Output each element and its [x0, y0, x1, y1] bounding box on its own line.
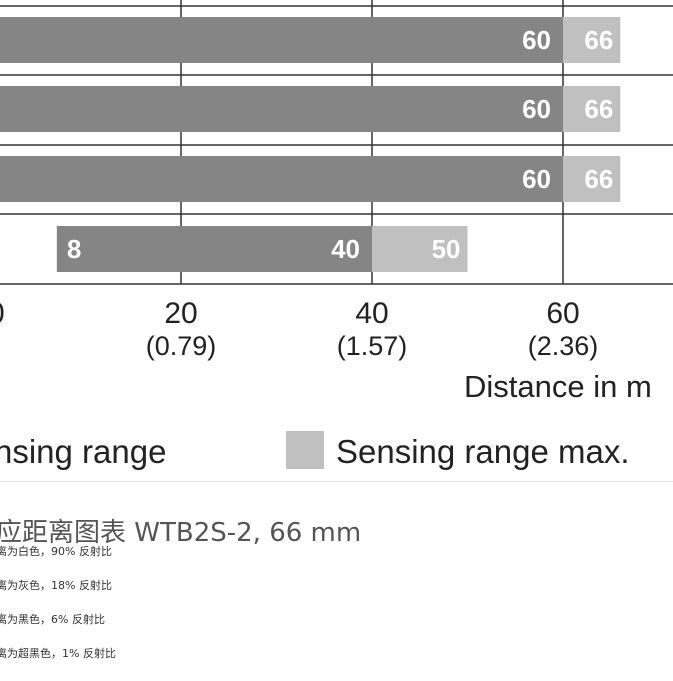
- bar-max-label-4: 66: [584, 94, 613, 124]
- chart-legend: nsing range Sensing range max.: [0, 431, 630, 470]
- bar-range-8: [56, 226, 372, 272]
- legend-label-sensing-range-max: Sensing range max.: [336, 433, 630, 470]
- x-axis-ticks: 20(0.79) 40(1.57) 60(2.36): [146, 297, 599, 361]
- bar-max-8: [372, 226, 468, 272]
- bar-range-5: [0, 156, 564, 202]
- sensing-range-chart: 36066460665606684050 20(0.79)40(1.57)60(…: [0, 0, 673, 470]
- note-white: 离为白色，90% 反射比: [0, 545, 112, 558]
- bar-max-4: [563, 86, 621, 132]
- legend-label-sensing-range: nsing range: [0, 433, 166, 470]
- bar-category-label-8: 8: [67, 234, 81, 264]
- x-tick-sublabel-40: (1.57): [337, 331, 408, 361]
- chart-caption-title: 应距离图表 WTB2S-2, 66 mm: [0, 517, 362, 548]
- bar-max-label-5: 66: [584, 164, 613, 194]
- x-tick-sublabel-20: (0.79): [146, 331, 217, 361]
- note-black: 离为黑色，6% 反射比: [0, 613, 105, 626]
- reflectance-notes: 离为白色，90% 反射比 离为灰色，18% 反射比 离为黑色，6% 反射比 离为…: [0, 545, 116, 681]
- bar-max-label-3: 66: [584, 25, 613, 55]
- bar-range-3: [0, 17, 563, 63]
- section-divider: [0, 481, 673, 482]
- bar-end-label-3: 60: [522, 25, 551, 55]
- legend-swatch-max: [286, 431, 324, 469]
- bar-end-label-4: 60: [522, 94, 551, 124]
- bar-end-label-8: 40: [331, 234, 360, 264]
- bar-max-5: [563, 156, 621, 202]
- x-tick-label-20: 20: [164, 297, 197, 330]
- x-tick-label-60: 60: [546, 297, 579, 330]
- bar-max-3: [563, 17, 621, 63]
- bar-range-4: [0, 86, 564, 132]
- x-tick-label-partial: 0: [0, 297, 5, 330]
- note-gray: 离为灰色，18% 反射比: [0, 579, 112, 592]
- x-tick-label-40: 40: [355, 297, 388, 330]
- bar-max-label-8: 50: [432, 234, 461, 264]
- bar-end-label-5: 60: [522, 164, 551, 194]
- x-tick-sublabel-60: (2.36): [528, 331, 599, 361]
- chart-bars: 36066460665606684050: [0, 17, 621, 272]
- x-axis-title: Distance in m: [464, 369, 652, 404]
- note-ultra-black: 离为超黑色，1% 反射比: [0, 647, 116, 660]
